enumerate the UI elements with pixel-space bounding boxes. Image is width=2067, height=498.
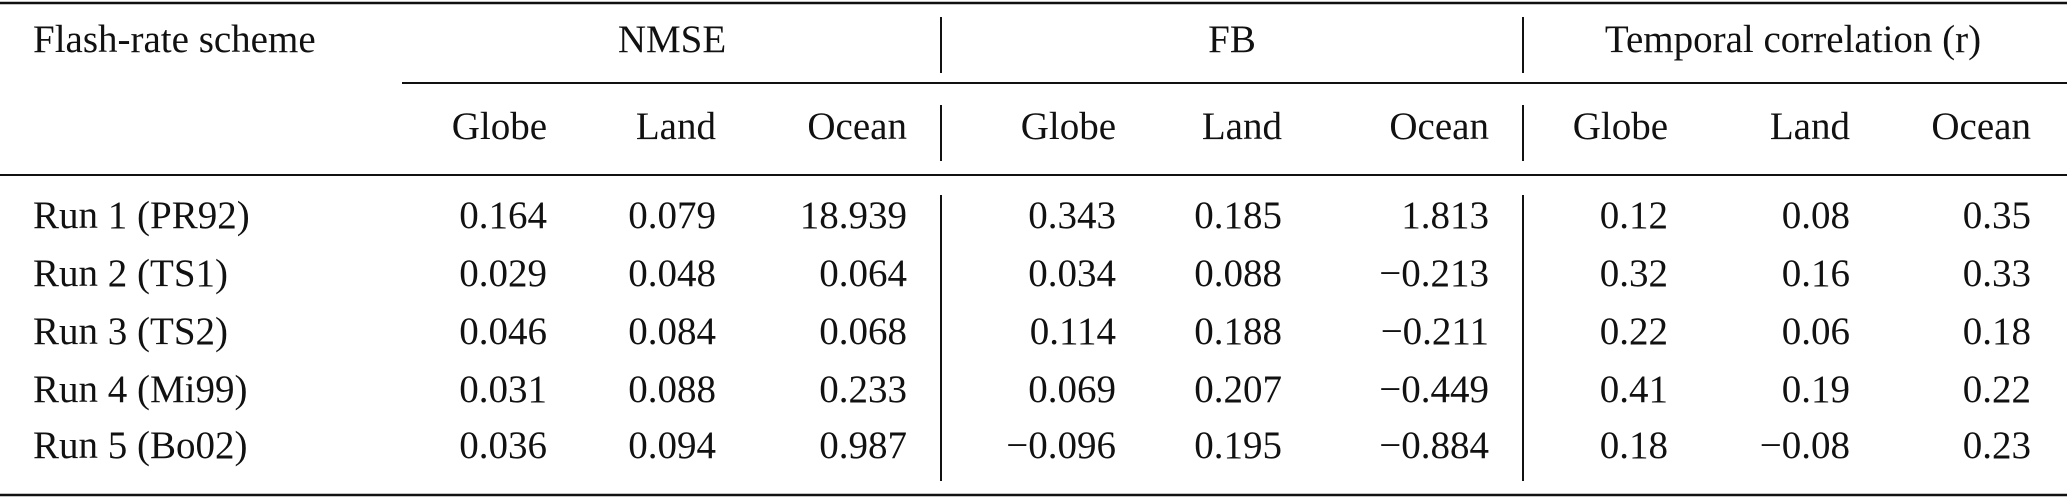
cell: 0.19 (1782, 368, 1850, 411)
cell: 0.068 (819, 310, 907, 353)
cell: 0.06 (1782, 310, 1850, 353)
cell: 0.233 (819, 368, 907, 411)
cell: 0.079 (628, 194, 716, 237)
cell: 0.046 (459, 310, 547, 353)
cell: 0.048 (628, 252, 716, 295)
cell: −0.08 (1760, 424, 1850, 467)
cell: 0.069 (1028, 368, 1116, 411)
cell: 0.987 (819, 424, 907, 467)
cell: 0.031 (459, 368, 547, 411)
cell: 0.114 (1030, 310, 1116, 353)
cell: 0.22 (1600, 310, 1668, 353)
subheader: Land (636, 105, 717, 148)
cell: 0.12 (1600, 194, 1668, 237)
row-label: Run 3 (TS2) (33, 310, 228, 353)
cell: 0.164 (459, 194, 547, 237)
cell: 0.33 (1963, 252, 2031, 295)
cell: −0.096 (1006, 424, 1116, 467)
cell: 0.16 (1782, 252, 1850, 295)
cell: 1.813 (1401, 194, 1489, 237)
cell: 0.084 (628, 310, 716, 353)
cell: 0.094 (628, 424, 716, 467)
cell: 0.034 (1028, 252, 1116, 295)
cell: 0.22 (1963, 368, 2031, 411)
cell: 18.939 (800, 194, 907, 237)
cell: 0.41 (1600, 368, 1668, 411)
cell: 0.195 (1194, 424, 1282, 467)
subheader: Ocean (1389, 105, 1489, 148)
row-label: Run 1 (PR92) (33, 194, 250, 237)
cell: 0.185 (1194, 194, 1282, 237)
cell: 0.088 (1194, 252, 1282, 295)
cell: 0.32 (1600, 252, 1668, 295)
first-header: Flash-rate scheme (33, 18, 316, 61)
subheader: Land (1770, 105, 1851, 148)
subheader: Globe (1021, 105, 1116, 148)
column-dividers (940, 17, 1524, 481)
cell: 0.064 (819, 252, 907, 295)
subheader: Ocean (1931, 105, 2031, 148)
cell: 0.35 (1963, 194, 2031, 237)
row-label: Run 2 (TS1) (33, 252, 228, 295)
cell: 0.18 (1963, 310, 2031, 353)
row-label: Run 5 (Bo02) (33, 424, 248, 467)
cell: 0.18 (1600, 424, 1668, 467)
cell: 0.343 (1028, 194, 1116, 237)
cell: −0.884 (1379, 424, 1489, 467)
cell: 0.088 (628, 368, 716, 411)
cell: −0.213 (1379, 252, 1489, 295)
cell: 0.188 (1194, 310, 1282, 353)
cell: −0.211 (1381, 310, 1489, 353)
cell: 0.207 (1194, 368, 1282, 411)
subheader: Land (1202, 105, 1283, 148)
cell: −0.449 (1379, 368, 1489, 411)
group-header: Temporal correlation (r) (1605, 18, 1981, 61)
subheader: Globe (452, 105, 547, 148)
cell: 0.23 (1963, 424, 2031, 467)
group-header: FB (1208, 18, 1256, 61)
cell: 0.029 (459, 252, 547, 295)
subheader: Ocean (807, 105, 907, 148)
cell: 0.08 (1782, 194, 1850, 237)
cell: 0.036 (459, 424, 547, 467)
group-header: NMSE (618, 18, 726, 61)
subheader: Globe (1573, 105, 1668, 148)
row-label: Run 4 (Mi99) (33, 368, 248, 411)
